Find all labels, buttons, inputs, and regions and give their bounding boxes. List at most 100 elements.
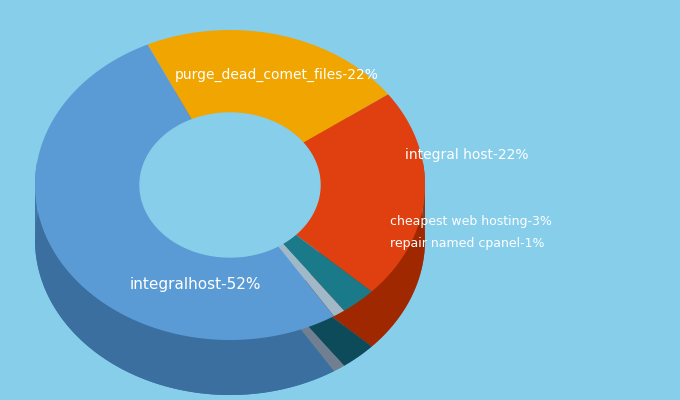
Polygon shape (231, 257, 233, 312)
Polygon shape (239, 340, 241, 395)
Polygon shape (283, 290, 372, 366)
Polygon shape (180, 245, 181, 300)
Polygon shape (143, 324, 144, 379)
Polygon shape (48, 242, 49, 298)
Polygon shape (290, 332, 292, 388)
Polygon shape (260, 252, 261, 308)
Polygon shape (74, 278, 75, 335)
Polygon shape (313, 324, 316, 380)
Polygon shape (228, 340, 231, 395)
Polygon shape (178, 244, 179, 299)
Polygon shape (169, 238, 170, 294)
Polygon shape (122, 314, 124, 370)
Polygon shape (288, 332, 290, 388)
Polygon shape (199, 338, 201, 393)
Polygon shape (241, 256, 242, 312)
Text: purge_dead_comet_files-22%: purge_dead_comet_files-22% (175, 68, 379, 82)
Polygon shape (174, 334, 176, 389)
Polygon shape (203, 338, 205, 394)
Polygon shape (207, 255, 208, 310)
Polygon shape (271, 249, 272, 304)
Polygon shape (102, 302, 103, 358)
Polygon shape (208, 255, 209, 310)
Polygon shape (215, 256, 216, 311)
Polygon shape (304, 328, 305, 384)
Polygon shape (67, 270, 68, 326)
Polygon shape (259, 253, 260, 308)
Polygon shape (114, 309, 116, 365)
Polygon shape (298, 330, 300, 385)
Polygon shape (328, 318, 330, 374)
Polygon shape (192, 250, 193, 306)
Polygon shape (50, 245, 51, 301)
Polygon shape (164, 331, 166, 386)
Polygon shape (63, 264, 64, 321)
Polygon shape (73, 277, 74, 333)
Polygon shape (84, 288, 85, 344)
Polygon shape (156, 328, 158, 384)
Polygon shape (266, 251, 267, 306)
Polygon shape (86, 290, 88, 346)
Polygon shape (94, 296, 96, 352)
Polygon shape (110, 307, 112, 363)
Polygon shape (117, 311, 119, 367)
Polygon shape (226, 257, 228, 312)
Polygon shape (80, 284, 81, 340)
Polygon shape (49, 243, 50, 300)
Polygon shape (177, 243, 178, 299)
Polygon shape (317, 323, 319, 379)
Polygon shape (189, 249, 190, 304)
Polygon shape (240, 256, 241, 312)
Polygon shape (255, 254, 256, 309)
Polygon shape (260, 338, 262, 393)
Polygon shape (248, 339, 250, 394)
Polygon shape (196, 252, 197, 307)
Polygon shape (174, 241, 175, 297)
Polygon shape (170, 332, 172, 388)
Polygon shape (52, 249, 54, 306)
Text: integralhost-52%: integralhost-52% (130, 278, 262, 292)
Polygon shape (276, 246, 277, 302)
Polygon shape (188, 249, 189, 304)
Polygon shape (168, 332, 170, 388)
Polygon shape (140, 168, 320, 312)
Polygon shape (272, 248, 273, 304)
Polygon shape (326, 319, 328, 375)
Polygon shape (91, 294, 92, 350)
Polygon shape (186, 248, 187, 303)
Polygon shape (166, 332, 168, 387)
Polygon shape (243, 340, 245, 395)
Polygon shape (218, 340, 220, 395)
Polygon shape (238, 257, 239, 312)
Polygon shape (295, 94, 425, 292)
Polygon shape (97, 298, 99, 355)
Polygon shape (270, 249, 271, 304)
Polygon shape (195, 251, 196, 307)
Polygon shape (194, 251, 195, 306)
Polygon shape (176, 243, 177, 298)
Polygon shape (262, 338, 265, 393)
Polygon shape (176, 334, 178, 390)
Polygon shape (72, 276, 73, 332)
Polygon shape (206, 254, 207, 310)
Polygon shape (284, 334, 286, 389)
Polygon shape (220, 340, 222, 395)
Polygon shape (205, 339, 207, 394)
Polygon shape (78, 282, 80, 339)
Polygon shape (88, 291, 90, 348)
Polygon shape (295, 149, 425, 346)
Polygon shape (148, 30, 388, 143)
Polygon shape (274, 248, 275, 303)
Polygon shape (233, 340, 235, 395)
Polygon shape (222, 257, 224, 312)
Polygon shape (309, 326, 311, 382)
Polygon shape (57, 257, 58, 314)
Polygon shape (146, 325, 148, 381)
Polygon shape (254, 338, 256, 394)
Polygon shape (219, 256, 220, 312)
Polygon shape (307, 326, 309, 382)
Polygon shape (269, 336, 271, 392)
Polygon shape (277, 335, 279, 390)
Polygon shape (305, 327, 307, 383)
Polygon shape (172, 333, 174, 388)
